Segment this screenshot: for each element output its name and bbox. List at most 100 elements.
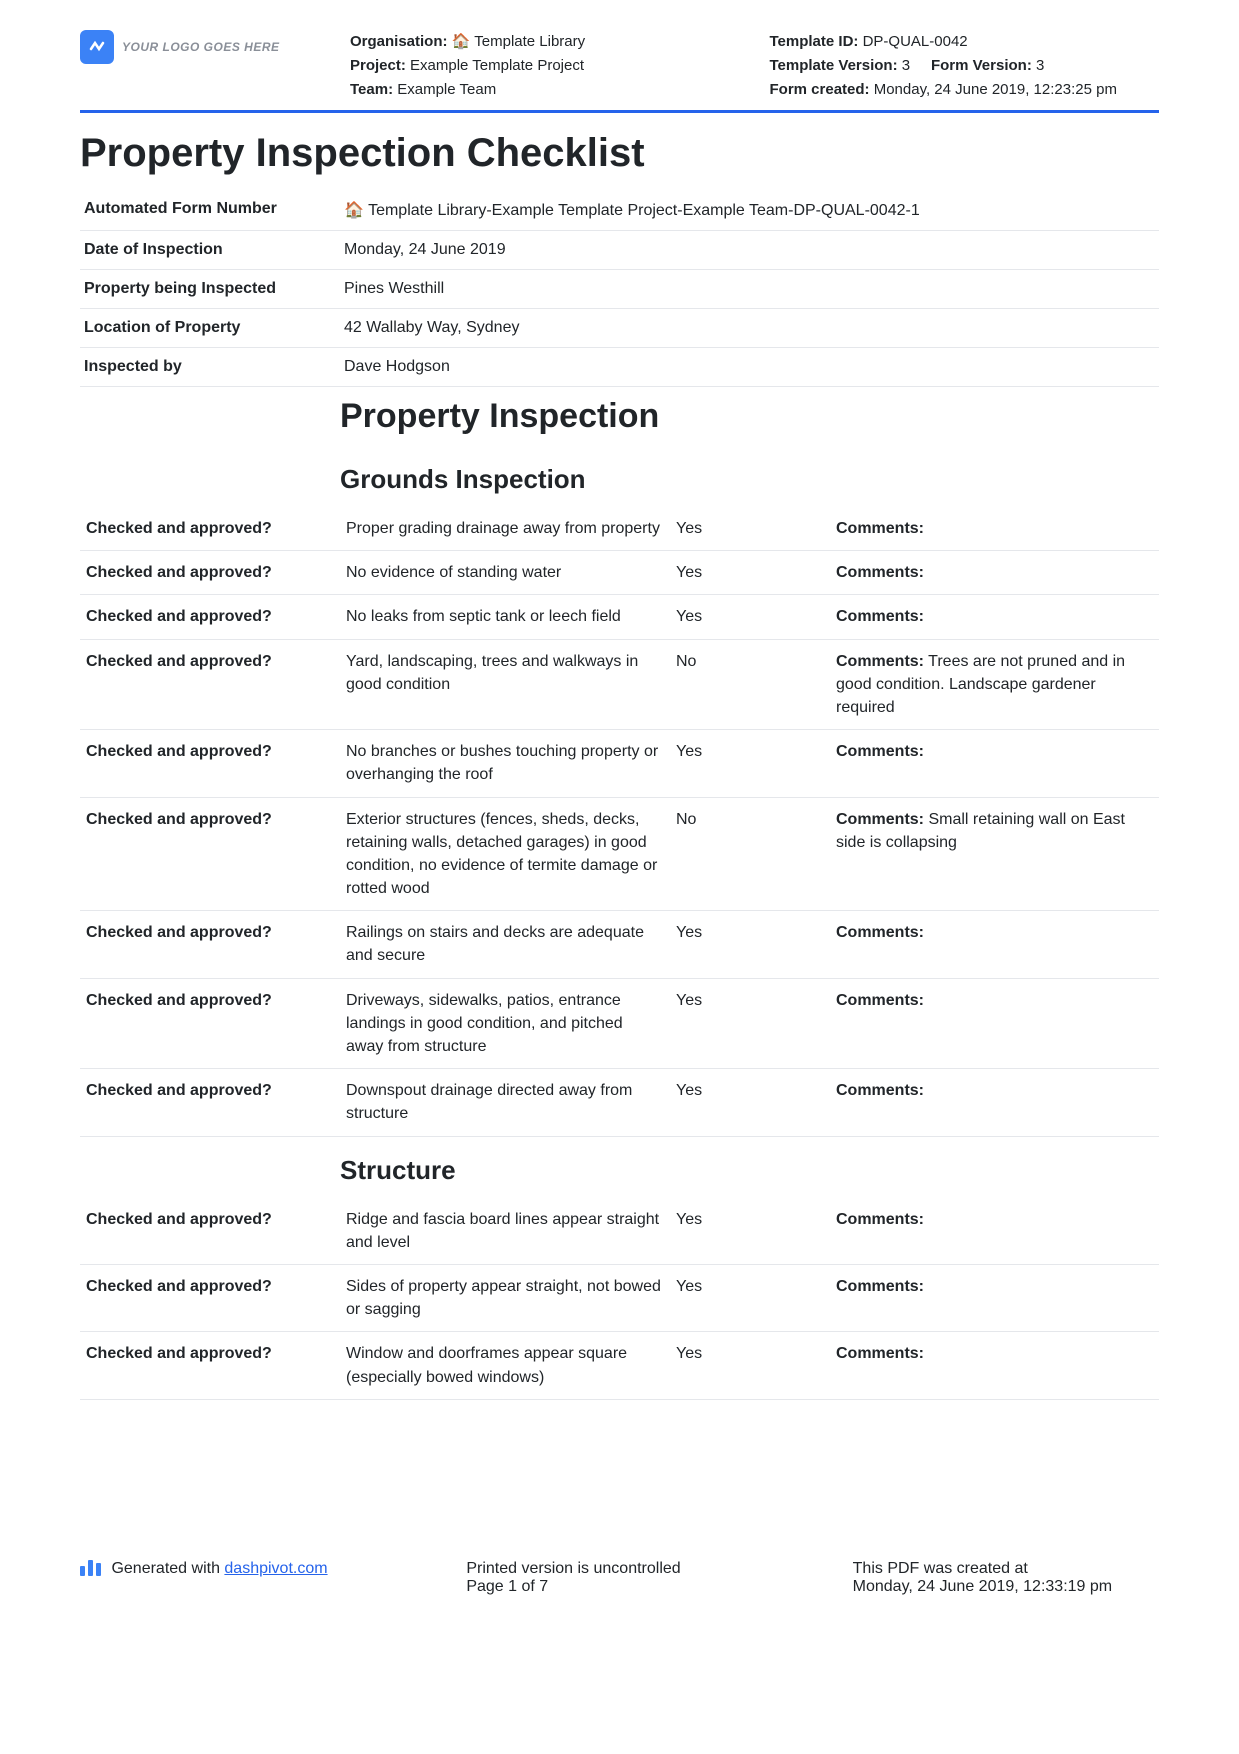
comments-label: Comments: — [836, 520, 924, 537]
team-value: Example Team — [397, 81, 496, 98]
logo-block: YOUR LOGO GOES HERE — [80, 30, 320, 64]
inspection-comments: Comments: Trees are not pruned and in go… — [830, 639, 1159, 730]
comments-label: Comments: — [836, 811, 924, 828]
page-title: Property Inspection Checklist — [80, 131, 1159, 176]
comments-label: Comments: — [836, 1278, 924, 1295]
inspection-answer: No — [670, 639, 830, 730]
page-number: Page 1 of 7 — [466, 1578, 772, 1596]
info-row: Property being InspectedPines Westhill — [80, 270, 1159, 309]
checked-label: Checked and approved? — [80, 551, 340, 595]
inspection-row: Checked and approved?Downspout drainage … — [80, 1069, 1159, 1136]
info-table: Automated Form Number🏠 Template Library-… — [80, 190, 1159, 387]
org-value: 🏠 Template Library — [452, 33, 585, 50]
inspection-answer: Yes — [670, 730, 830, 797]
info-row: Location of Property42 Wallaby Way, Sydn… — [80, 309, 1159, 348]
inspection-item: No leaks from septic tank or leech field — [340, 595, 670, 639]
checked-label: Checked and approved? — [80, 595, 340, 639]
checked-label: Checked and approved? — [80, 639, 340, 730]
checked-label: Checked and approved? — [80, 797, 340, 911]
inspection-row: Checked and approved?Yard, landscaping, … — [80, 639, 1159, 730]
info-row: Automated Form Number🏠 Template Library-… — [80, 190, 1159, 231]
project-label: Project: — [350, 57, 406, 74]
inspection-row: Checked and approved?Sides of property a… — [80, 1264, 1159, 1331]
inspection-comments: Comments: — [830, 1332, 1159, 1399]
inspection-item: Window and doorframes appear square (esp… — [340, 1332, 670, 1399]
inspection-row: Checked and approved?No branches or bush… — [80, 730, 1159, 797]
inspection-row: Checked and approved?Ridge and fascia bo… — [80, 1198, 1159, 1265]
inspection-answer: Yes — [670, 551, 830, 595]
meta-left: Organisation: 🏠 Template Library Project… — [350, 30, 740, 102]
comments-label: Comments: — [836, 992, 924, 1009]
inspection-item: Driveways, sidewalks, patios, entrance l… — [340, 978, 670, 1069]
section-structure-heading: Structure — [80, 1155, 1159, 1186]
comments-label: Comments: — [836, 1082, 924, 1099]
info-row: Date of InspectionMonday, 24 June 2019 — [80, 231, 1159, 270]
inspection-answer: Yes — [670, 507, 830, 551]
comments-label: Comments: — [836, 608, 924, 625]
inspection-item: Downspout drainage directed away from st… — [340, 1069, 670, 1136]
info-value: 42 Wallaby Way, Sydney — [340, 309, 1159, 348]
comments-label: Comments: — [836, 564, 924, 581]
page-footer: Generated with dashpivot.com Printed ver… — [80, 1560, 1159, 1596]
info-label: Location of Property — [80, 309, 340, 348]
template-id-value: DP-QUAL-0042 — [863, 33, 968, 50]
inspection-row: Checked and approved?Window and doorfram… — [80, 1332, 1159, 1399]
footer-logo-icon — [80, 1560, 101, 1576]
inspection-answer: Yes — [670, 911, 830, 978]
footer-right: This PDF was created at Monday, 24 June … — [853, 1560, 1159, 1596]
checked-label: Checked and approved? — [80, 1198, 340, 1265]
inspection-comments: Comments: — [830, 551, 1159, 595]
structure-table: Checked and approved?Ridge and fascia bo… — [80, 1198, 1159, 1400]
footer-middle: Printed version is uncontrolled Page 1 o… — [466, 1560, 772, 1596]
meta-right: Template ID: DP-QUAL-0042 Template Versi… — [770, 30, 1160, 102]
info-label: Date of Inspection — [80, 231, 340, 270]
inspection-item: Sides of property appear straight, not b… — [340, 1264, 670, 1331]
info-label: Inspected by — [80, 348, 340, 387]
template-id-label: Template ID: — [770, 33, 859, 50]
inspection-row: Checked and approved?Driveways, sidewalk… — [80, 978, 1159, 1069]
comments-label: Comments: — [836, 1211, 924, 1228]
inspection-item: Yard, landscaping, trees and walkways in… — [340, 639, 670, 730]
info-value: Monday, 24 June 2019 — [340, 231, 1159, 270]
inspection-answer: Yes — [670, 1198, 830, 1265]
inspection-item: Railings on stairs and decks are adequat… — [340, 911, 670, 978]
inspection-answer: Yes — [670, 1264, 830, 1331]
template-ver-label: Template Version: — [770, 57, 898, 74]
document-header: YOUR LOGO GOES HERE Organisation: 🏠 Temp… — [80, 30, 1159, 102]
form-ver-label: Form Version: — [931, 57, 1032, 74]
inspection-answer: Yes — [670, 978, 830, 1069]
grounds-table: Checked and approved?Proper grading drai… — [80, 507, 1159, 1137]
inspection-row: Checked and approved?No evidence of stan… — [80, 551, 1159, 595]
inspection-comments: Comments: — [830, 911, 1159, 978]
inspection-comments: Comments: — [830, 1264, 1159, 1331]
inspection-row: Checked and approved?Proper grading drai… — [80, 507, 1159, 551]
info-value: Pines Westhill — [340, 270, 1159, 309]
inspection-comments: Comments: — [830, 595, 1159, 639]
info-row: Inspected byDave Hodgson — [80, 348, 1159, 387]
section-grounds-heading: Grounds Inspection — [80, 464, 1159, 495]
inspection-answer: No — [670, 797, 830, 911]
inspection-item: No branches or bushes touching property … — [340, 730, 670, 797]
generated-with-prefix: Generated with — [111, 1560, 224, 1577]
checked-label: Checked and approved? — [80, 1332, 340, 1399]
pdf-created-label: This PDF was created at — [853, 1560, 1159, 1578]
logo-icon — [80, 30, 114, 64]
checked-label: Checked and approved? — [80, 911, 340, 978]
comments-label: Comments: — [836, 924, 924, 941]
info-value: Dave Hodgson — [340, 348, 1159, 387]
inspection-answer: Yes — [670, 1069, 830, 1136]
team-label: Team: — [350, 81, 393, 98]
comments-label: Comments: — [836, 653, 924, 670]
checked-label: Checked and approved? — [80, 507, 340, 551]
info-label: Automated Form Number — [80, 190, 340, 231]
info-label: Property being Inspected — [80, 270, 340, 309]
inspection-item: Exterior structures (fences, sheds, deck… — [340, 797, 670, 911]
dashpivot-link[interactable]: dashpivot.com — [224, 1560, 327, 1577]
uncontrolled-text: Printed version is uncontrolled — [466, 1560, 772, 1578]
inspection-row: Checked and approved?Exterior structures… — [80, 797, 1159, 911]
checked-label: Checked and approved? — [80, 978, 340, 1069]
org-label: Organisation: — [350, 33, 448, 50]
inspection-answer: Yes — [670, 595, 830, 639]
logo-placeholder-text: YOUR LOGO GOES HERE — [122, 40, 280, 54]
header-divider — [80, 110, 1159, 113]
